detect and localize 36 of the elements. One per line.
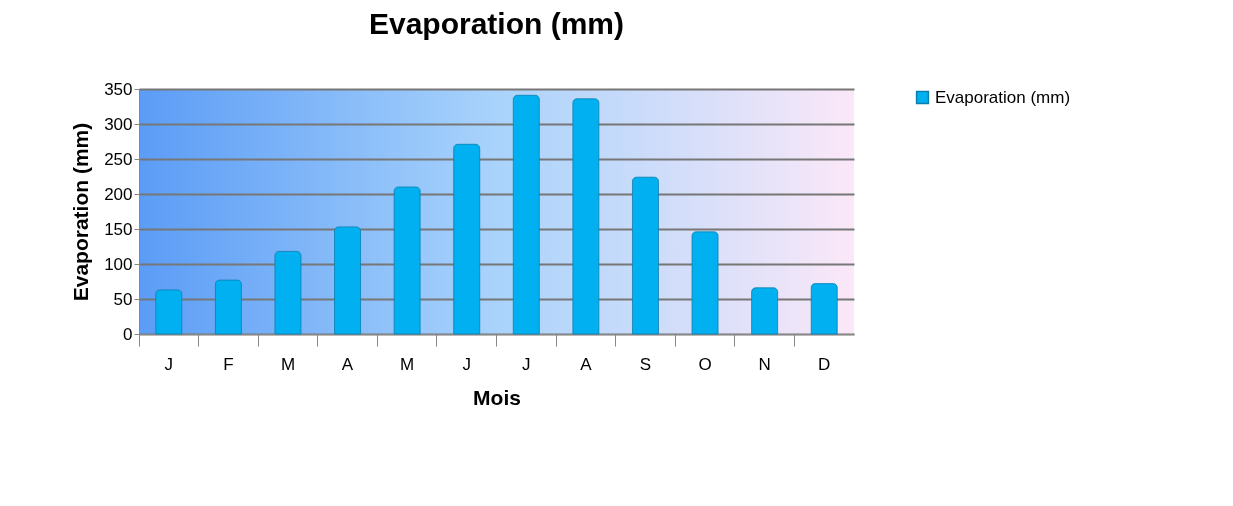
bar xyxy=(453,143,481,335)
y-tick-label: 50 xyxy=(113,289,133,309)
y-tick-label: 150 xyxy=(104,219,133,239)
bar xyxy=(572,98,600,335)
x-tick-label: A xyxy=(341,354,354,374)
bar xyxy=(691,231,719,335)
y-tick-label: 300 xyxy=(104,114,133,134)
x-tick-label: O xyxy=(698,354,712,374)
bar xyxy=(214,279,242,335)
bar xyxy=(334,226,361,335)
bar xyxy=(274,251,302,335)
bar xyxy=(632,176,659,335)
bar xyxy=(751,287,779,335)
x-tick-label: J xyxy=(462,354,471,374)
bar xyxy=(810,283,838,335)
y-axis-title: Evaporation (mm) xyxy=(69,122,93,302)
y-tick-label: 350 xyxy=(104,79,133,99)
x-tick-label: D xyxy=(818,354,831,374)
bar xyxy=(393,186,421,335)
y-tick-label: 250 xyxy=(104,149,133,169)
legend-label: Evaporation (mm) xyxy=(935,87,1071,107)
x-tick-label: F xyxy=(223,354,234,374)
chart-title: Evaporation (mm) xyxy=(368,7,625,40)
y-tick-label: 200 xyxy=(104,184,133,204)
x-tick-label: A xyxy=(580,354,593,374)
x-tick-label: J xyxy=(164,354,174,374)
bar xyxy=(512,94,540,335)
x-tick-label: J xyxy=(522,354,531,374)
x-axis-title: Mois xyxy=(473,385,521,409)
bar xyxy=(155,289,183,335)
x-tick-label: S xyxy=(639,354,652,374)
x-tick-label: N xyxy=(758,354,771,374)
y-tick-label: 0 xyxy=(123,324,133,344)
x-tick-label: M xyxy=(280,354,296,374)
y-tick-label: 100 xyxy=(104,254,133,274)
x-tick-label: M xyxy=(400,354,415,374)
